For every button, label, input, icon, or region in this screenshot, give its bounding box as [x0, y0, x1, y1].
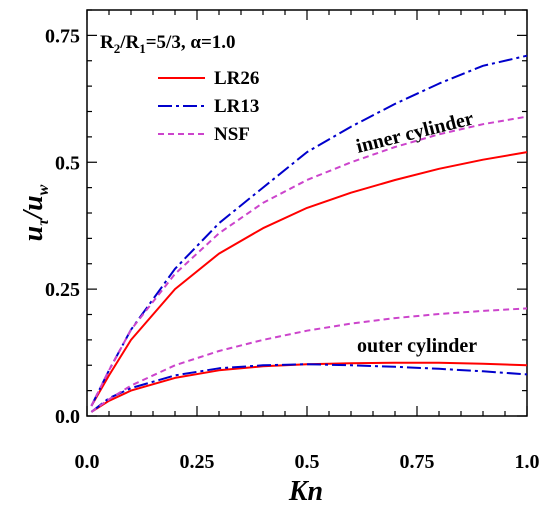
series-line-lr13-inner — [90, 54, 528, 407]
series-line-nsf-outer — [90, 307, 528, 413]
x-tick-label: 1.0 — [515, 451, 540, 473]
axis-ticks — [86, 9, 528, 417]
legend-label-lr13: LR13 — [214, 96, 259, 117]
x-tick-label: 0.5 — [295, 451, 320, 473]
x-axis-title: Kn — [288, 476, 323, 507]
legend-label-lr26: LR26 — [214, 68, 259, 89]
annotation-outer-cylinder: outer cylinder — [357, 335, 477, 357]
x-tick-label: 0.25 — [180, 451, 215, 473]
params-label: R2/R1=5/3, α=1.0 — [100, 32, 236, 56]
series-line-nsf-inner — [90, 115, 528, 407]
series-line-lr26-inner — [90, 151, 528, 407]
x-tick-label: 0.75 — [400, 451, 435, 473]
y-tick-label: 0.5 — [55, 152, 80, 174]
y-tick-label: 0.75 — [45, 25, 80, 47]
y-tick-label: 0.25 — [45, 279, 80, 301]
series-line-lr13-outer — [90, 363, 528, 413]
legend: LR26 LR13 NSF — [158, 68, 259, 145]
x-tick-label: 0.0 — [75, 451, 100, 473]
tick-labels: 0.0 0.25 0.5 0.75 1.0 0.0 0.25 0.5 0.75 — [45, 25, 540, 473]
legend-label-nsf: NSF — [214, 124, 250, 145]
y-axis-title: uτ/uw — [18, 184, 52, 241]
y-tick-label: 0.0 — [55, 406, 80, 428]
data-curves — [90, 54, 528, 413]
